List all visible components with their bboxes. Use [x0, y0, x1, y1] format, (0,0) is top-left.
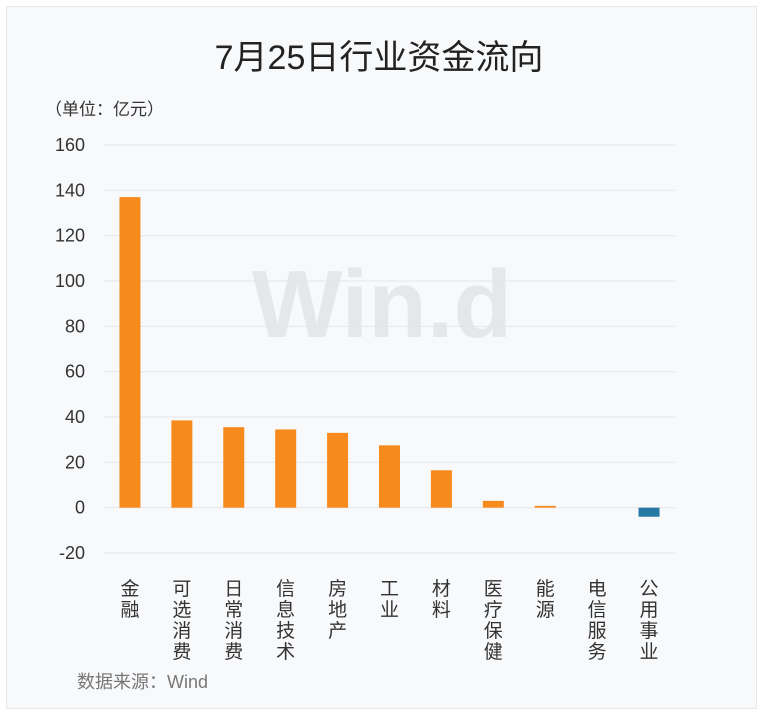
chart-title: 7月25日行业资金流向 [215, 39, 544, 77]
category-label: 信息技术 [276, 578, 295, 663]
y-tick-label: 40 [65, 407, 85, 427]
bar [534, 505, 556, 508]
source-note: 数据来源：Wind [77, 672, 208, 692]
y-tick-label: 140 [55, 180, 85, 200]
bar [379, 445, 400, 508]
y-axis: -20 0 20 40 60 80 100 120 140 160 [55, 135, 85, 563]
bar [119, 197, 141, 508]
chart-panel: Win.d 7月25日行业资金流向 （单位：亿元） -20 0 20 40 60 80 10… [6, 6, 757, 709]
category-label: 能源 [536, 578, 555, 621]
watermark: Win.d [252, 251, 512, 358]
gridlines [104, 144, 675, 554]
y-tick-label: 80 [65, 316, 85, 336]
y-tick-label: 0 [75, 498, 85, 518]
bars [119, 197, 660, 517]
y-tick-label: 120 [55, 226, 85, 246]
category-label: 可选消费 [172, 579, 191, 663]
bar [275, 429, 297, 508]
bar-chart: Win.d 7月25日行业资金流向 （单位：亿元） -20 0 20 40 60 80 10… [45, 39, 675, 692]
bar [327, 432, 349, 508]
category-label: 房地产 [328, 578, 347, 642]
y-tick-label: 100 [55, 271, 85, 291]
category-label: 材料 [432, 578, 451, 621]
bar [482, 500, 504, 508]
bar [638, 507, 660, 517]
category-label: 医疗保健 [484, 579, 503, 663]
category-label: 电信服务 [588, 578, 607, 663]
y-tick-label: 60 [65, 362, 85, 382]
category-label: 日常消费 [224, 579, 243, 663]
y-tick-label: 160 [55, 135, 85, 155]
y-tick-label: -20 [59, 543, 85, 563]
y-tick-label: 20 [65, 452, 85, 472]
category-label: 公用事业 [640, 579, 659, 663]
bar [430, 470, 452, 508]
category-label: 金融 [120, 578, 139, 621]
unit-label: （单位：亿元） [45, 100, 164, 119]
category-label: 工业 [380, 579, 399, 621]
bar [223, 427, 245, 508]
bar [171, 420, 193, 508]
